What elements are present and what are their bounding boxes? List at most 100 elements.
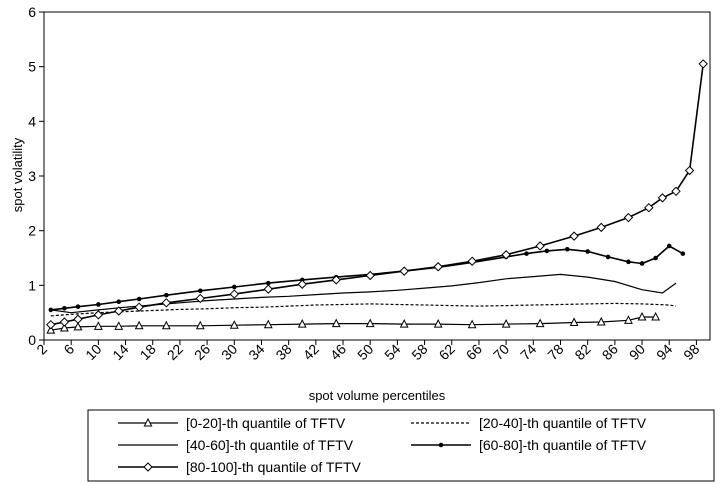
series-point — [116, 299, 122, 305]
legend-box — [87, 409, 715, 482]
series-point — [433, 262, 443, 272]
series-point — [585, 249, 590, 254]
series-line — [50, 302, 677, 317]
series-point — [365, 318, 375, 328]
series-point — [161, 298, 172, 308]
series-point — [501, 319, 511, 328]
series-point — [195, 293, 206, 304]
series-point — [46, 325, 56, 334]
legend-item: [80-100]-th quantile of TFTV — [118, 459, 361, 475]
series-point — [564, 246, 570, 252]
series-point — [263, 319, 273, 329]
series-point — [136, 296, 142, 302]
series-point — [229, 320, 239, 329]
series-5 — [46, 59, 708, 330]
series-point — [535, 318, 545, 328]
series-point — [195, 320, 205, 330]
series-point — [365, 270, 375, 281]
series-point — [231, 284, 237, 290]
series-point — [96, 302, 101, 307]
legend-marker — [143, 417, 153, 427]
series-point — [297, 279, 307, 289]
series-point — [569, 317, 579, 327]
legend-item: [20-40]-th quantile of TFTV — [411, 415, 647, 431]
y-tick-label: 0 — [28, 332, 36, 348]
series-layer — [46, 59, 708, 334]
y-tick-label: 4 — [28, 113, 36, 129]
legend: [0-20]-th quantile of TFTV [20-40]-th qua… — [87, 409, 715, 482]
series-1 — [46, 311, 661, 334]
legend-item: [60-80]-th quantile of TFTV — [411, 437, 647, 453]
legend-marker — [438, 442, 444, 448]
y-tick-label: 3 — [28, 168, 36, 184]
series-point — [596, 222, 606, 233]
series-point — [297, 319, 307, 328]
series-point — [467, 319, 477, 329]
series-point — [433, 319, 443, 328]
series-point — [684, 165, 695, 176]
series-point — [624, 315, 633, 324]
series-point — [134, 302, 144, 312]
series-point — [671, 186, 681, 197]
series-point — [657, 193, 668, 203]
series-point — [265, 280, 271, 286]
series-point — [666, 243, 672, 249]
series-point — [59, 322, 69, 332]
series-point — [93, 310, 104, 320]
series-point — [596, 316, 606, 326]
series-point — [93, 321, 103, 330]
series-point — [623, 212, 634, 223]
series-point — [75, 304, 81, 309]
legend-label: [80-100]-th quantile of TFTV — [186, 459, 361, 475]
series-point — [114, 321, 124, 330]
legend-label: [0-20]-th quantile of TFTV — [186, 415, 346, 431]
series-point — [161, 320, 171, 330]
y-tick-label: 1 — [28, 277, 36, 293]
series-point — [680, 251, 686, 256]
series-point — [605, 254, 611, 260]
series-point — [331, 318, 341, 328]
series-point — [644, 202, 654, 213]
series-point — [626, 259, 631, 265]
series-point — [134, 320, 144, 330]
series-point — [198, 288, 203, 294]
series-point — [331, 275, 341, 285]
series-point — [164, 292, 169, 298]
series-point — [114, 306, 124, 316]
series-point — [59, 317, 70, 327]
series-point — [639, 261, 645, 266]
y-axis: 0 1 2 3 4 5 6 — [28, 4, 44, 348]
series-point — [73, 321, 83, 331]
series-point — [263, 284, 273, 294]
series-point — [651, 311, 661, 321]
legend-item: [0-20]-th quantile of TFTV — [118, 415, 346, 431]
series-point — [698, 59, 708, 69]
series-point — [569, 231, 579, 241]
series-point — [544, 248, 550, 254]
x-axis-label: spot volume percentiles — [309, 388, 446, 403]
series-point — [229, 289, 239, 299]
legend-item: [40-60]-th quantile of TFTV — [118, 437, 354, 453]
series-point — [467, 256, 477, 266]
y-axis-label: spot volatility — [10, 137, 25, 212]
series-point — [399, 266, 409, 276]
y-tick-label: 2 — [28, 223, 36, 239]
y-tick-label: 5 — [28, 59, 36, 75]
series-point — [46, 319, 56, 330]
legend-label: [60-80]-th quantile of TFTV — [479, 437, 647, 453]
legend-marker — [143, 462, 153, 472]
legend-label: [40-60]-th quantile of TFTV — [186, 437, 354, 453]
series-point — [524, 251, 529, 256]
series-point — [73, 314, 83, 324]
series-point — [501, 250, 511, 260]
legend-label: [20-40]-th quantile of TFTV — [479, 415, 647, 431]
series-point — [399, 319, 409, 328]
series-point — [535, 241, 545, 251]
series-point — [62, 305, 67, 311]
y-tick-label: 6 — [28, 4, 36, 20]
series-2 — [50, 302, 677, 317]
series-point — [637, 311, 647, 321]
series-point — [653, 255, 658, 261]
